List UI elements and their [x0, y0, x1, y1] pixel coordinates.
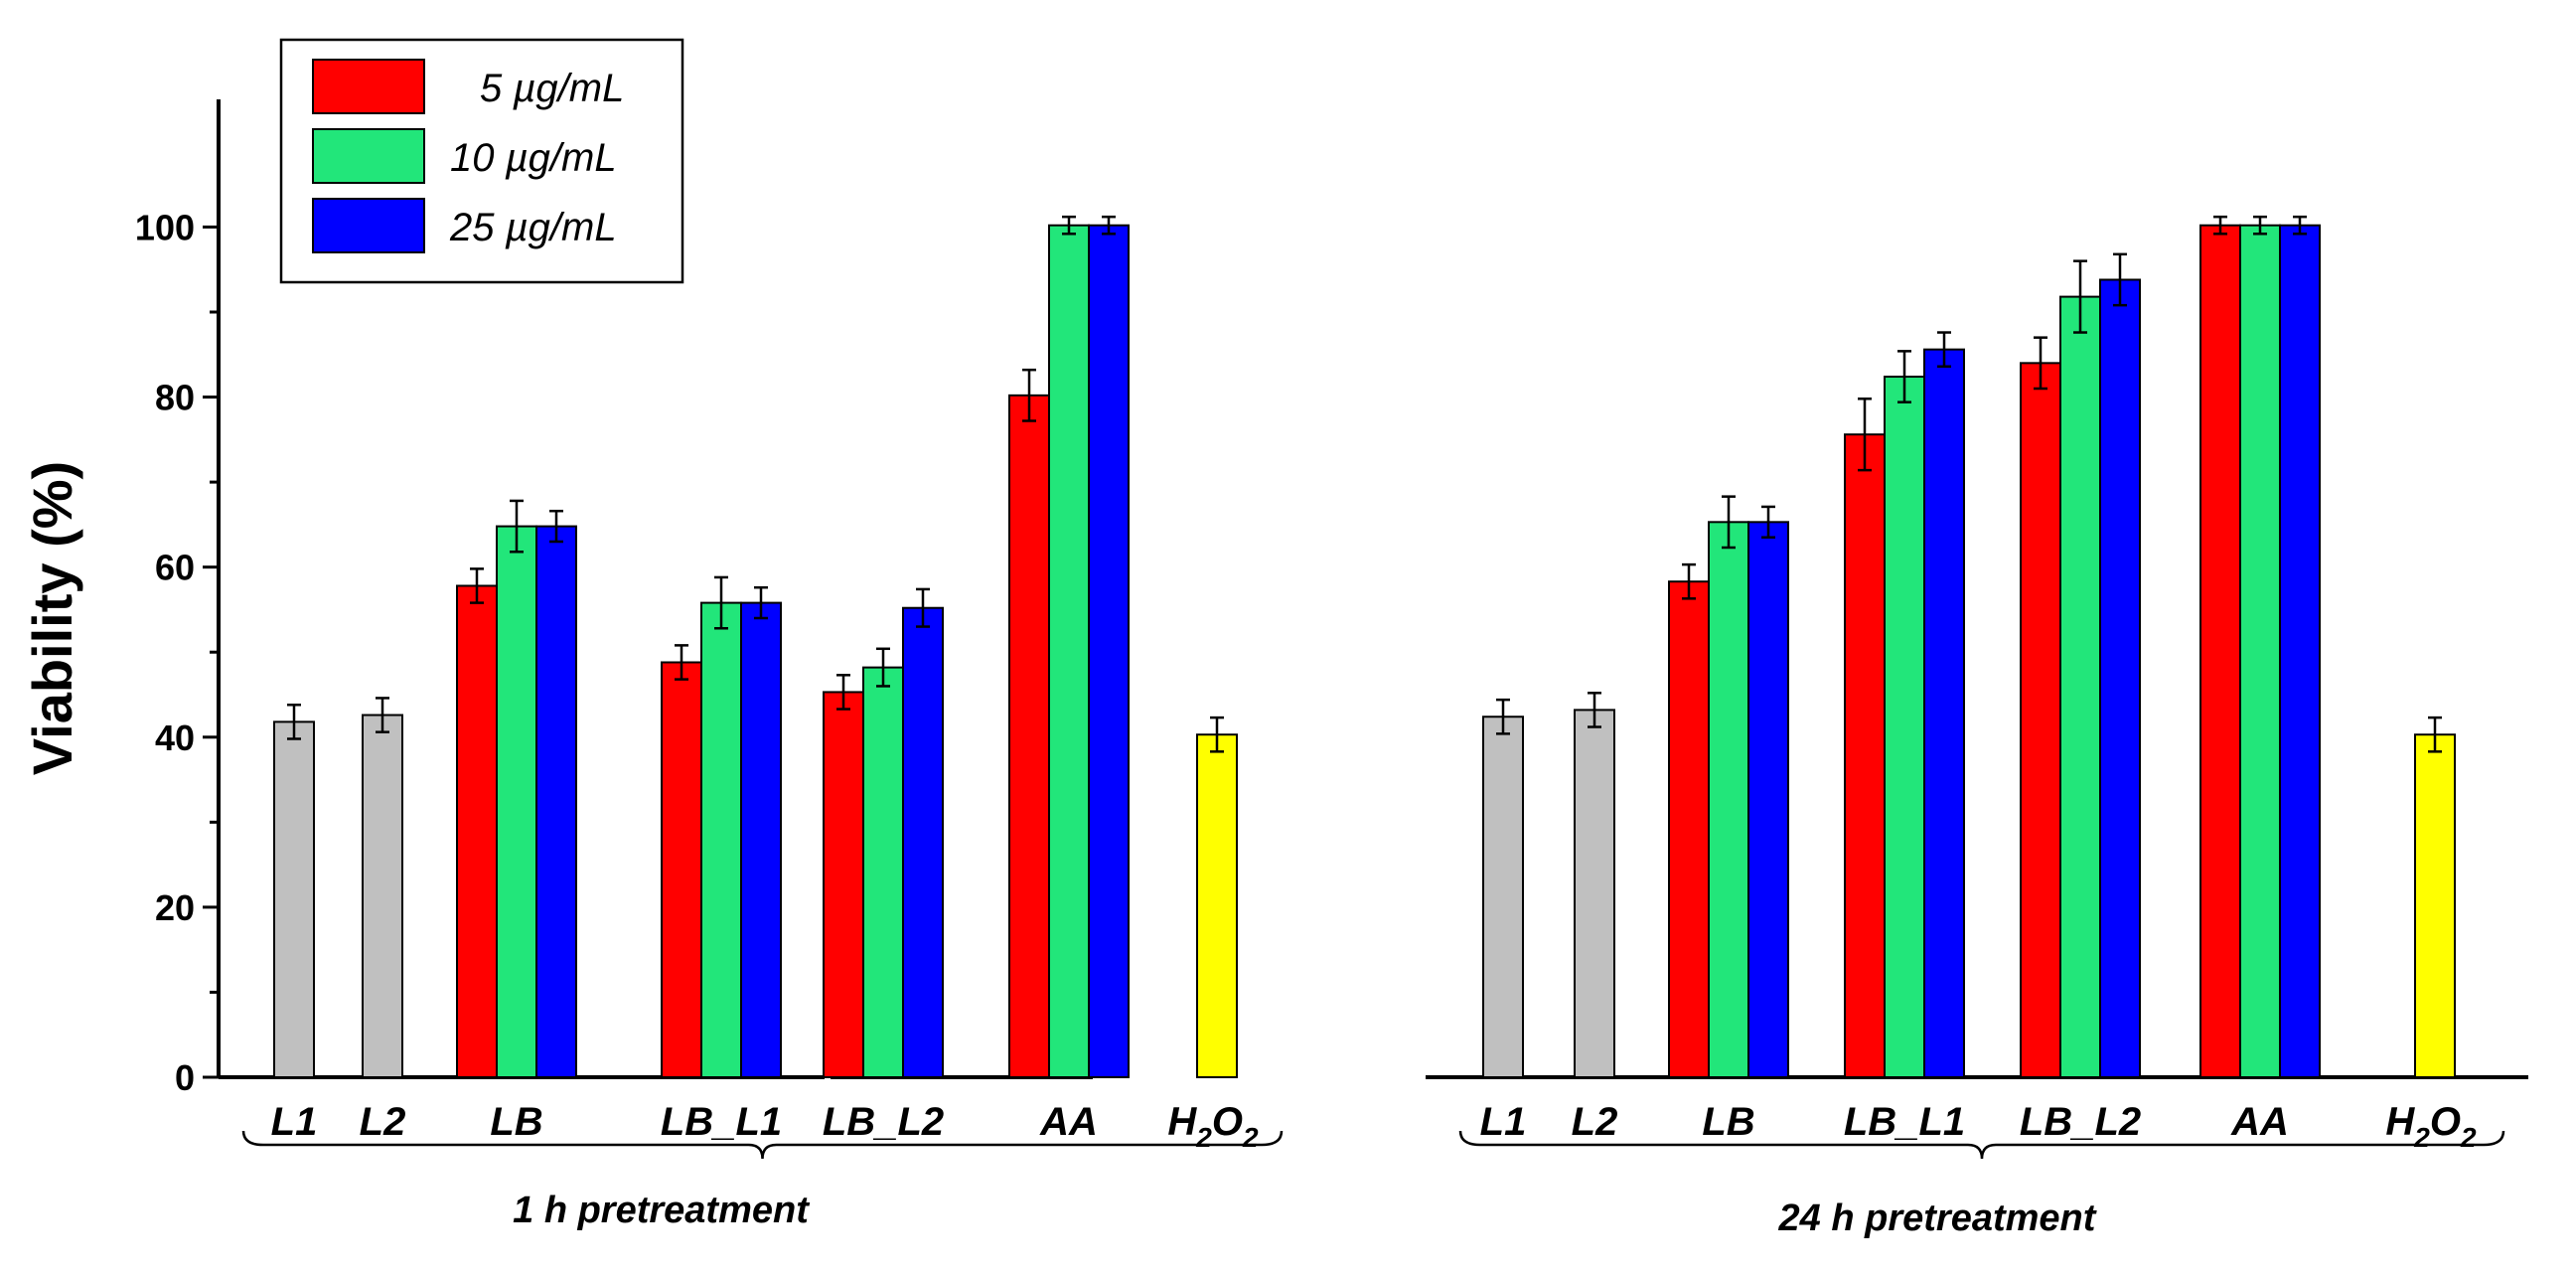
- legend-label: 25 µg/mL: [449, 206, 617, 249]
- bar: [700, 601, 742, 1078]
- bar: [1048, 224, 1090, 1078]
- category-label: L2: [1572, 1100, 1618, 1144]
- category-label: AA: [2230, 1100, 2289, 1144]
- bar: [2199, 224, 2241, 1078]
- y-axis-title: Viability (%): [21, 461, 83, 775]
- bar: [456, 584, 498, 1078]
- category-label: LB_L2: [823, 1100, 944, 1144]
- category-label: H2O2: [1167, 1100, 1259, 1153]
- bar: [535, 525, 577, 1078]
- bar: [862, 666, 904, 1078]
- bar: [1008, 394, 1050, 1079]
- category-label: L1: [1480, 1100, 1527, 1144]
- labels: 0 20 40 60 80 100 Viability (%) L1 L2 LB LB_L1 LB_L…: [21, 207, 2477, 1239]
- bar: [902, 606, 944, 1078]
- category-label: L1: [271, 1100, 318, 1144]
- bar: [1482, 716, 1524, 1078]
- legend: 5 µg/mL 10 µg/mL 25 µg/mL: [279, 38, 684, 284]
- category-label: LB_L2: [2020, 1100, 2141, 1144]
- bar: [362, 714, 403, 1078]
- bars: [273, 215, 2456, 1079]
- legend-swatch: [312, 59, 425, 114]
- legend-swatch: [312, 198, 425, 253]
- category-label: L2: [360, 1100, 406, 1144]
- category-label: AA: [1039, 1100, 1098, 1144]
- bar: [273, 720, 315, 1079]
- y-tick-label: 100: [135, 207, 195, 247]
- bar: [740, 601, 782, 1078]
- group-brace: [1458, 1130, 2505, 1160]
- y-tick-label: 60: [155, 548, 195, 588]
- bar: [2414, 733, 2456, 1078]
- group-brace: [241, 1130, 1284, 1160]
- bar: [2279, 224, 2321, 1078]
- category-label: LB: [1702, 1100, 1754, 1144]
- bar: [1923, 348, 1965, 1078]
- bar: [496, 525, 537, 1078]
- category-label: H2O2: [2385, 1100, 2477, 1153]
- bar: [1844, 433, 1886, 1078]
- bar: [2239, 224, 2281, 1078]
- y-tick-label: 20: [155, 887, 195, 928]
- group-label: 24 h pretreatment: [1778, 1197, 2097, 1239]
- group-label: 1 h pretreatment: [513, 1190, 810, 1231]
- category-label: LB_L1: [1844, 1100, 1965, 1144]
- bar: [1574, 709, 1615, 1079]
- bar: [1668, 580, 1710, 1078]
- bar: [1884, 376, 1925, 1078]
- y-tick-label: 80: [155, 378, 195, 418]
- bar: [2059, 295, 2101, 1079]
- bar: [2020, 362, 2061, 1079]
- bar: [1708, 521, 1749, 1078]
- y-tick-label: 0: [175, 1057, 195, 1098]
- legend-label: 5 µg/mL: [480, 67, 624, 110]
- category-label: LB: [490, 1100, 542, 1144]
- bar: [1747, 521, 1789, 1078]
- legend-swatch: [312, 128, 425, 184]
- bar: [1196, 733, 1238, 1078]
- legend-label: 10 µg/mL: [450, 136, 617, 180]
- bar: [661, 661, 702, 1078]
- y-tick-label: 40: [155, 718, 195, 758]
- bar: [1088, 224, 1130, 1078]
- bar: [2099, 278, 2141, 1078]
- bar: [823, 691, 864, 1079]
- category-label: LB_L1: [661, 1100, 782, 1144]
